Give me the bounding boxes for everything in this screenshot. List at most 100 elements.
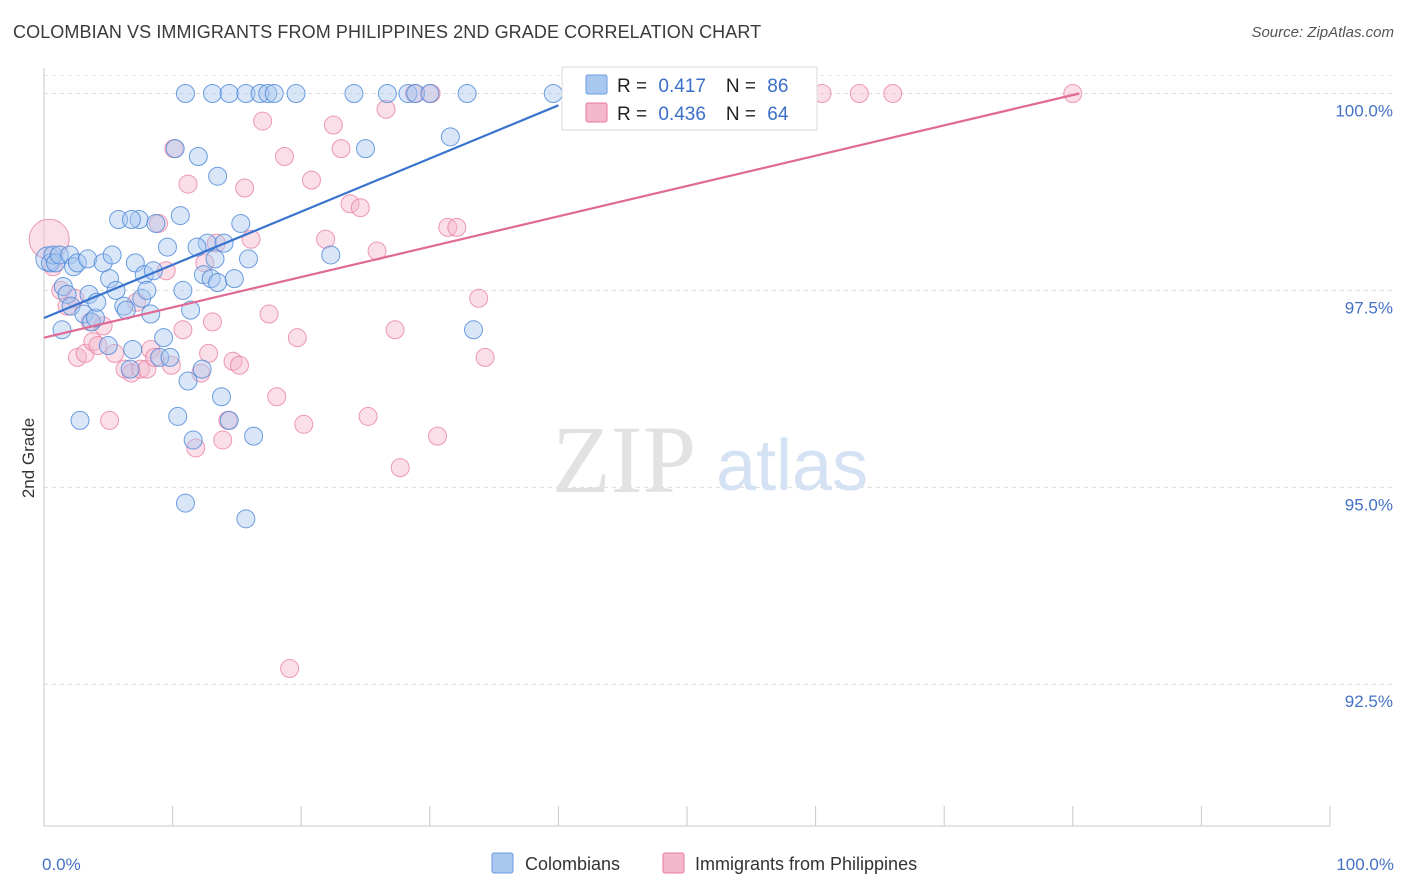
colombians-point <box>356 139 375 159</box>
colombians-point <box>137 280 157 300</box>
colombians-point <box>543 84 563 104</box>
colombians-point <box>74 304 94 324</box>
philippines-point <box>428 426 448 446</box>
philippines-series-label: Immigrants from Philippines <box>695 854 917 874</box>
colombians-point <box>238 249 258 269</box>
chart-source: Source: ZipAtlas.com <box>1251 24 1394 41</box>
y-tick-label-3: 92.5% <box>1345 692 1393 711</box>
colombians-point <box>192 359 212 379</box>
trend-lines <box>43 92 1080 339</box>
philippines-r-value: 0.436 <box>658 104 706 125</box>
philippines-point <box>1063 84 1083 104</box>
philippines-r-key: R = <box>617 104 652 125</box>
philippines-point <box>267 387 287 407</box>
colombians-point <box>187 237 207 257</box>
colombians-point <box>43 245 63 265</box>
colombians-point <box>231 213 251 233</box>
philippines-point <box>130 359 150 379</box>
colombians-point <box>205 249 225 269</box>
philippines-point <box>105 343 125 363</box>
colombians-point <box>440 127 460 147</box>
philippines-point <box>301 170 321 190</box>
philippines-point <box>883 84 903 104</box>
philippines-points <box>28 84 1083 678</box>
philippines-point <box>186 438 206 458</box>
colombians-point <box>165 139 185 159</box>
colombians-point <box>70 410 90 430</box>
colombians-point <box>150 347 170 367</box>
philippines-trend-line <box>43 92 1080 339</box>
colombians-point <box>160 347 180 367</box>
chart-title: COLOMBIAN VS IMMIGRANTS FROM PHILIPPINES… <box>13 22 762 42</box>
philippines-point <box>202 312 222 332</box>
philippines-point <box>253 111 273 131</box>
philippines-point <box>323 115 343 135</box>
colombians-point <box>250 84 270 104</box>
watermark-atlas: atlas <box>716 426 868 506</box>
colombians-point <box>57 284 77 304</box>
colombians-point <box>98 336 118 356</box>
colombians-point <box>264 84 284 104</box>
philippines-point <box>137 359 157 379</box>
colombians-point <box>406 84 426 104</box>
colombians-point <box>52 320 72 340</box>
colombians-n-key: N = <box>726 76 761 97</box>
philippines-point <box>358 406 378 426</box>
colombians-points <box>35 84 563 529</box>
colombians-point <box>208 273 228 293</box>
philippines-point <box>287 328 307 348</box>
colombians-point <box>398 84 418 104</box>
philippines-point <box>178 174 198 194</box>
philippines-legend-swatch <box>585 102 608 123</box>
philippines-point <box>235 178 255 198</box>
colombians-point <box>121 210 141 230</box>
colombians-point <box>49 245 69 265</box>
philippines-point <box>259 304 279 324</box>
colombians-r-key: R = <box>617 76 652 97</box>
philippines-point <box>385 320 405 340</box>
colombians-point <box>175 493 195 513</box>
philippines-point <box>376 99 396 119</box>
colombians-point <box>244 426 264 446</box>
colombians-point <box>181 300 201 320</box>
colombians-point <box>78 249 98 269</box>
colombians-point <box>219 84 239 104</box>
colombians-trend-line <box>43 104 559 319</box>
colombians-legend-swatch <box>585 74 608 95</box>
colombians-point <box>146 213 166 233</box>
colombians-r-value: 0.417 <box>658 76 706 97</box>
colombians-point <box>457 84 477 104</box>
colombians-point <box>202 84 222 104</box>
colombians-point <box>420 84 440 104</box>
colombians-point <box>154 328 174 348</box>
colombians-point <box>173 280 193 300</box>
axes <box>43 68 1331 827</box>
colombians-point <box>178 371 198 391</box>
colombians-point <box>208 166 228 186</box>
colombians-series-swatch <box>491 852 514 874</box>
colombians-n-value: 86 <box>767 76 788 97</box>
philippines-point <box>469 288 489 308</box>
colombians-point <box>79 284 99 304</box>
y-tick-labels: 100.0% 97.5% 95.0% 92.5% <box>1335 102 1393 712</box>
watermark: ZIP atlas <box>552 406 868 513</box>
y-axis-label: 2nd Grade <box>19 418 38 498</box>
philippines-point <box>213 430 233 450</box>
colombians-point <box>183 430 203 450</box>
philippines-point <box>161 355 181 375</box>
colombians-point <box>344 84 364 104</box>
colombians-point <box>236 84 256 104</box>
philippines-point <box>145 347 165 367</box>
x-tick-label-min: 0.0% <box>42 855 81 874</box>
colombians-point <box>60 245 80 265</box>
colombians-point <box>67 253 87 273</box>
colombians-point <box>188 147 208 167</box>
colombians-point <box>85 308 105 328</box>
philippines-point <box>88 336 108 356</box>
colombians-point <box>170 206 190 226</box>
colombians-point <box>258 84 278 104</box>
colombians-point <box>157 237 177 257</box>
